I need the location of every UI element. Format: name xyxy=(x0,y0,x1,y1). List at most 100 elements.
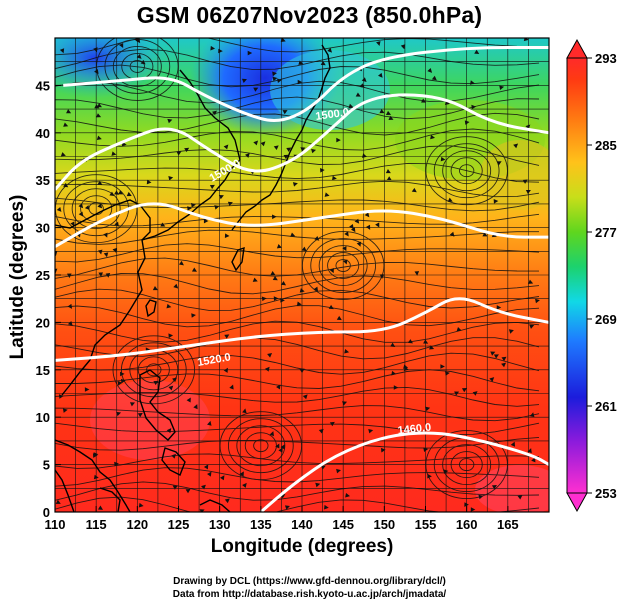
wind-arrow-icon xyxy=(178,260,184,266)
wind-arrow-icon xyxy=(253,140,259,146)
colorbar: 253 261 269 277 285 293 xyxy=(566,38,617,513)
wind-arrow-icon xyxy=(270,270,276,276)
wind-arrow-icon xyxy=(311,148,317,154)
wind-arrow-icon xyxy=(67,273,72,279)
wind-arrow-icon xyxy=(343,259,348,265)
wind-arrow-icon xyxy=(273,145,279,150)
wind-arrow-icon xyxy=(116,411,122,417)
wind-arrow-icon xyxy=(93,47,98,53)
wind-arrow-icon xyxy=(344,349,350,354)
y-tick-label: 35 xyxy=(36,173,50,188)
wind-arrow-icon xyxy=(376,41,381,47)
wind-arrow-icon xyxy=(379,109,385,114)
wind-arrow-icon xyxy=(380,447,386,453)
streamline xyxy=(55,162,540,183)
height-contours xyxy=(55,45,549,512)
wind-arrow-icon xyxy=(280,444,285,450)
wind-arrow-icon xyxy=(425,406,431,412)
wind-arrow-icon xyxy=(470,507,476,512)
wind-arrow-icon xyxy=(224,334,230,339)
wind-arrow-icon xyxy=(535,298,540,304)
wind-arrow-icon xyxy=(491,485,497,490)
wind-arrow-icon xyxy=(336,315,342,321)
wind-arrow-icon xyxy=(324,504,329,510)
wind-arrow-icon xyxy=(440,364,445,369)
wind-arrow-icon xyxy=(508,329,514,334)
y-tick-label: 10 xyxy=(36,410,50,425)
wind-arrow-icon xyxy=(276,244,282,249)
wind-arrow-icon xyxy=(214,205,220,210)
wind-arrow-icon xyxy=(414,271,420,276)
wind-arrow-icon xyxy=(218,195,224,200)
wind-arrow-icon xyxy=(137,412,143,418)
x-tick-label: 155 xyxy=(415,517,437,532)
wind-arrow-icon xyxy=(166,303,172,309)
wind-arrow-icon xyxy=(223,144,229,150)
wind-arrow-icon xyxy=(440,156,446,162)
credit-drawing: Drawing by DCL (https://www.gfd-dennou.o… xyxy=(173,576,446,587)
x-tick-label: 130 xyxy=(209,517,231,532)
wind-arrow-icon xyxy=(207,471,212,477)
wind-arrow-icon xyxy=(449,231,455,237)
wind-arrow-icon xyxy=(92,453,98,458)
colorbar-tick-label: 293 xyxy=(595,51,617,66)
wind-arrow-icon xyxy=(109,191,115,197)
contour-label: 1460.0 xyxy=(397,422,432,437)
wind-arrow-icon xyxy=(499,85,505,90)
wind-arrow-icon xyxy=(501,362,507,368)
wind-arrow-icon xyxy=(96,135,102,140)
wind-arrow-icon xyxy=(185,488,191,494)
wind-arrow-icon xyxy=(168,176,174,181)
wind-arrow-icon xyxy=(378,72,383,78)
wind-arrow-icon xyxy=(427,68,433,73)
wind-arrow-icon xyxy=(97,249,103,255)
wind-arrow-icon xyxy=(176,151,182,156)
wind-arrow-icon xyxy=(280,38,286,42)
wind-arrow-icon xyxy=(172,377,177,383)
x-tick-label: 140 xyxy=(291,517,313,532)
wind-arrow-icon xyxy=(496,161,502,166)
wind-arrow-icon xyxy=(336,137,341,143)
y-tick-label: 15 xyxy=(36,363,50,378)
wind-arrow-icon xyxy=(296,301,302,307)
wind-arrow-icon xyxy=(276,384,281,390)
wind-arrow-icon xyxy=(332,175,337,181)
wind-arrow-icon xyxy=(105,273,111,278)
wind-arrow-icon xyxy=(345,493,351,498)
wind-arrow-icon xyxy=(168,333,174,338)
wind-arrow-icon xyxy=(96,113,102,118)
wind-arrow-icon xyxy=(84,205,90,211)
wind-arrow-icon xyxy=(493,199,499,204)
wind-arrow-icon xyxy=(315,482,321,488)
y-axis-label: Latitude (degrees) xyxy=(7,194,28,360)
wind-arrow-icon xyxy=(224,498,230,504)
y-tick-label: 25 xyxy=(36,268,50,283)
x-tick-label: 110 xyxy=(45,517,66,532)
contour-line xyxy=(55,202,549,248)
wind-arrow-icon xyxy=(59,48,65,54)
wind-arrow-icon xyxy=(281,280,287,286)
wind-arrow-icon xyxy=(292,182,298,187)
wind-arrow-icon xyxy=(510,441,516,447)
wind-arrow-icon xyxy=(97,180,103,186)
wind-arrow-icon xyxy=(386,176,392,181)
wind-arrow-icon xyxy=(97,203,103,209)
wind-arrow-icon xyxy=(186,397,191,403)
streamline xyxy=(55,229,539,245)
wind-arrow-icon xyxy=(70,221,75,227)
wind-arrow-icon xyxy=(277,78,282,83)
wind-arrow-icon xyxy=(120,371,125,377)
wind-arrow-icon xyxy=(160,222,166,227)
contour-label: 1500.0 xyxy=(315,106,350,123)
wind-arrow-icon xyxy=(275,443,280,449)
wind-arrow-icon xyxy=(140,59,146,65)
wind-arrow-icon xyxy=(302,394,308,400)
wind-arrow-icon xyxy=(78,203,84,209)
wind-arrow-icon xyxy=(528,279,534,284)
wind-arrow-icon xyxy=(529,324,535,329)
wind-arrow-icon xyxy=(320,465,326,470)
wind-arrow-icon xyxy=(260,141,266,147)
wind-arrow-icon xyxy=(379,274,385,279)
wind-arrow-icon xyxy=(314,236,320,241)
wind-arrow-icon xyxy=(203,218,209,224)
